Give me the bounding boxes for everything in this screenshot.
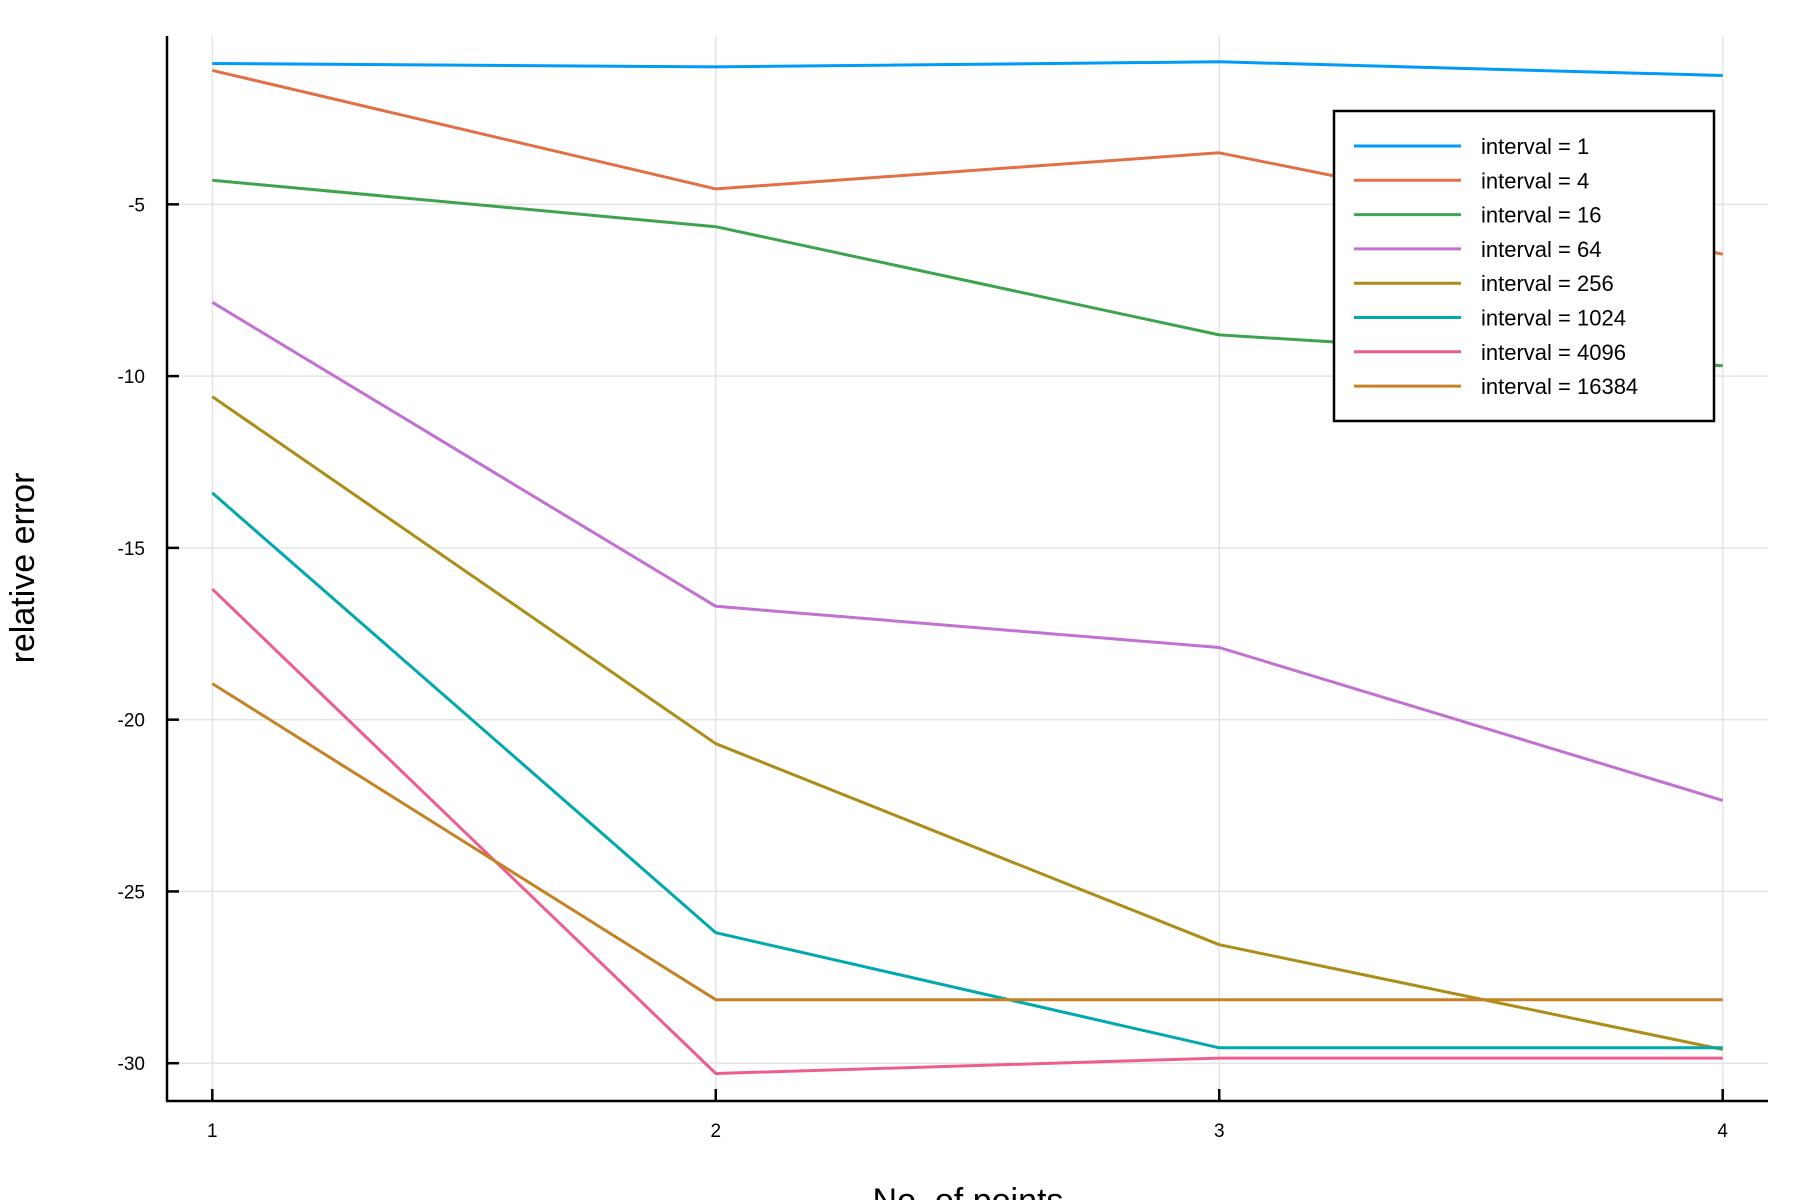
series-line-4 (211, 395, 1724, 1051)
legend-label: interval = 4 (1481, 168, 1589, 193)
x-ticks: 1 2 3 4 (207, 1089, 1728, 1142)
x-gridlines (211, 36, 1724, 1101)
legend-label: interval = 1024 (1481, 306, 1626, 331)
x-axis-title: No. of points (873, 1182, 1064, 1200)
legend-label: interval = 1 (1481, 134, 1589, 159)
legend-box (1332, 109, 1716, 423)
y-tick-label: -15 (118, 539, 145, 560)
legend: interval = 1 interval = 4 interval = 16 int… (1332, 109, 1716, 423)
x-tick-label: 3 (1214, 1121, 1225, 1142)
series-line-6 (211, 588, 1723, 1075)
y-tick-label: -20 (118, 711, 145, 732)
y-tick-label: -30 (118, 1054, 145, 1075)
series-line-5 (211, 491, 1723, 1050)
legend-label: interval = 64 (1481, 237, 1601, 262)
series-line-7 (211, 682, 1723, 1002)
y-ticks: -5 -10 -15 -20 -25 -30 (118, 195, 179, 1075)
x-tick-label: 4 (1717, 1121, 1728, 1142)
legend-label: interval = 16384 (1481, 374, 1638, 399)
x-tick-label: 2 (710, 1121, 721, 1142)
y-tick-label: -10 (118, 367, 145, 388)
series-line-0 (212, 60, 1723, 77)
legend-label: interval = 256 (1481, 271, 1614, 296)
y-axis-title: relative error (4, 473, 42, 664)
series-line-3 (211, 301, 1724, 802)
x-tick-label: 1 (207, 1121, 218, 1142)
y-tick-label: -25 (118, 882, 145, 903)
legend-label: interval = 4096 (1481, 340, 1626, 365)
legend-label: interval = 16 (1481, 203, 1601, 228)
y-tick-label: -5 (128, 195, 145, 216)
